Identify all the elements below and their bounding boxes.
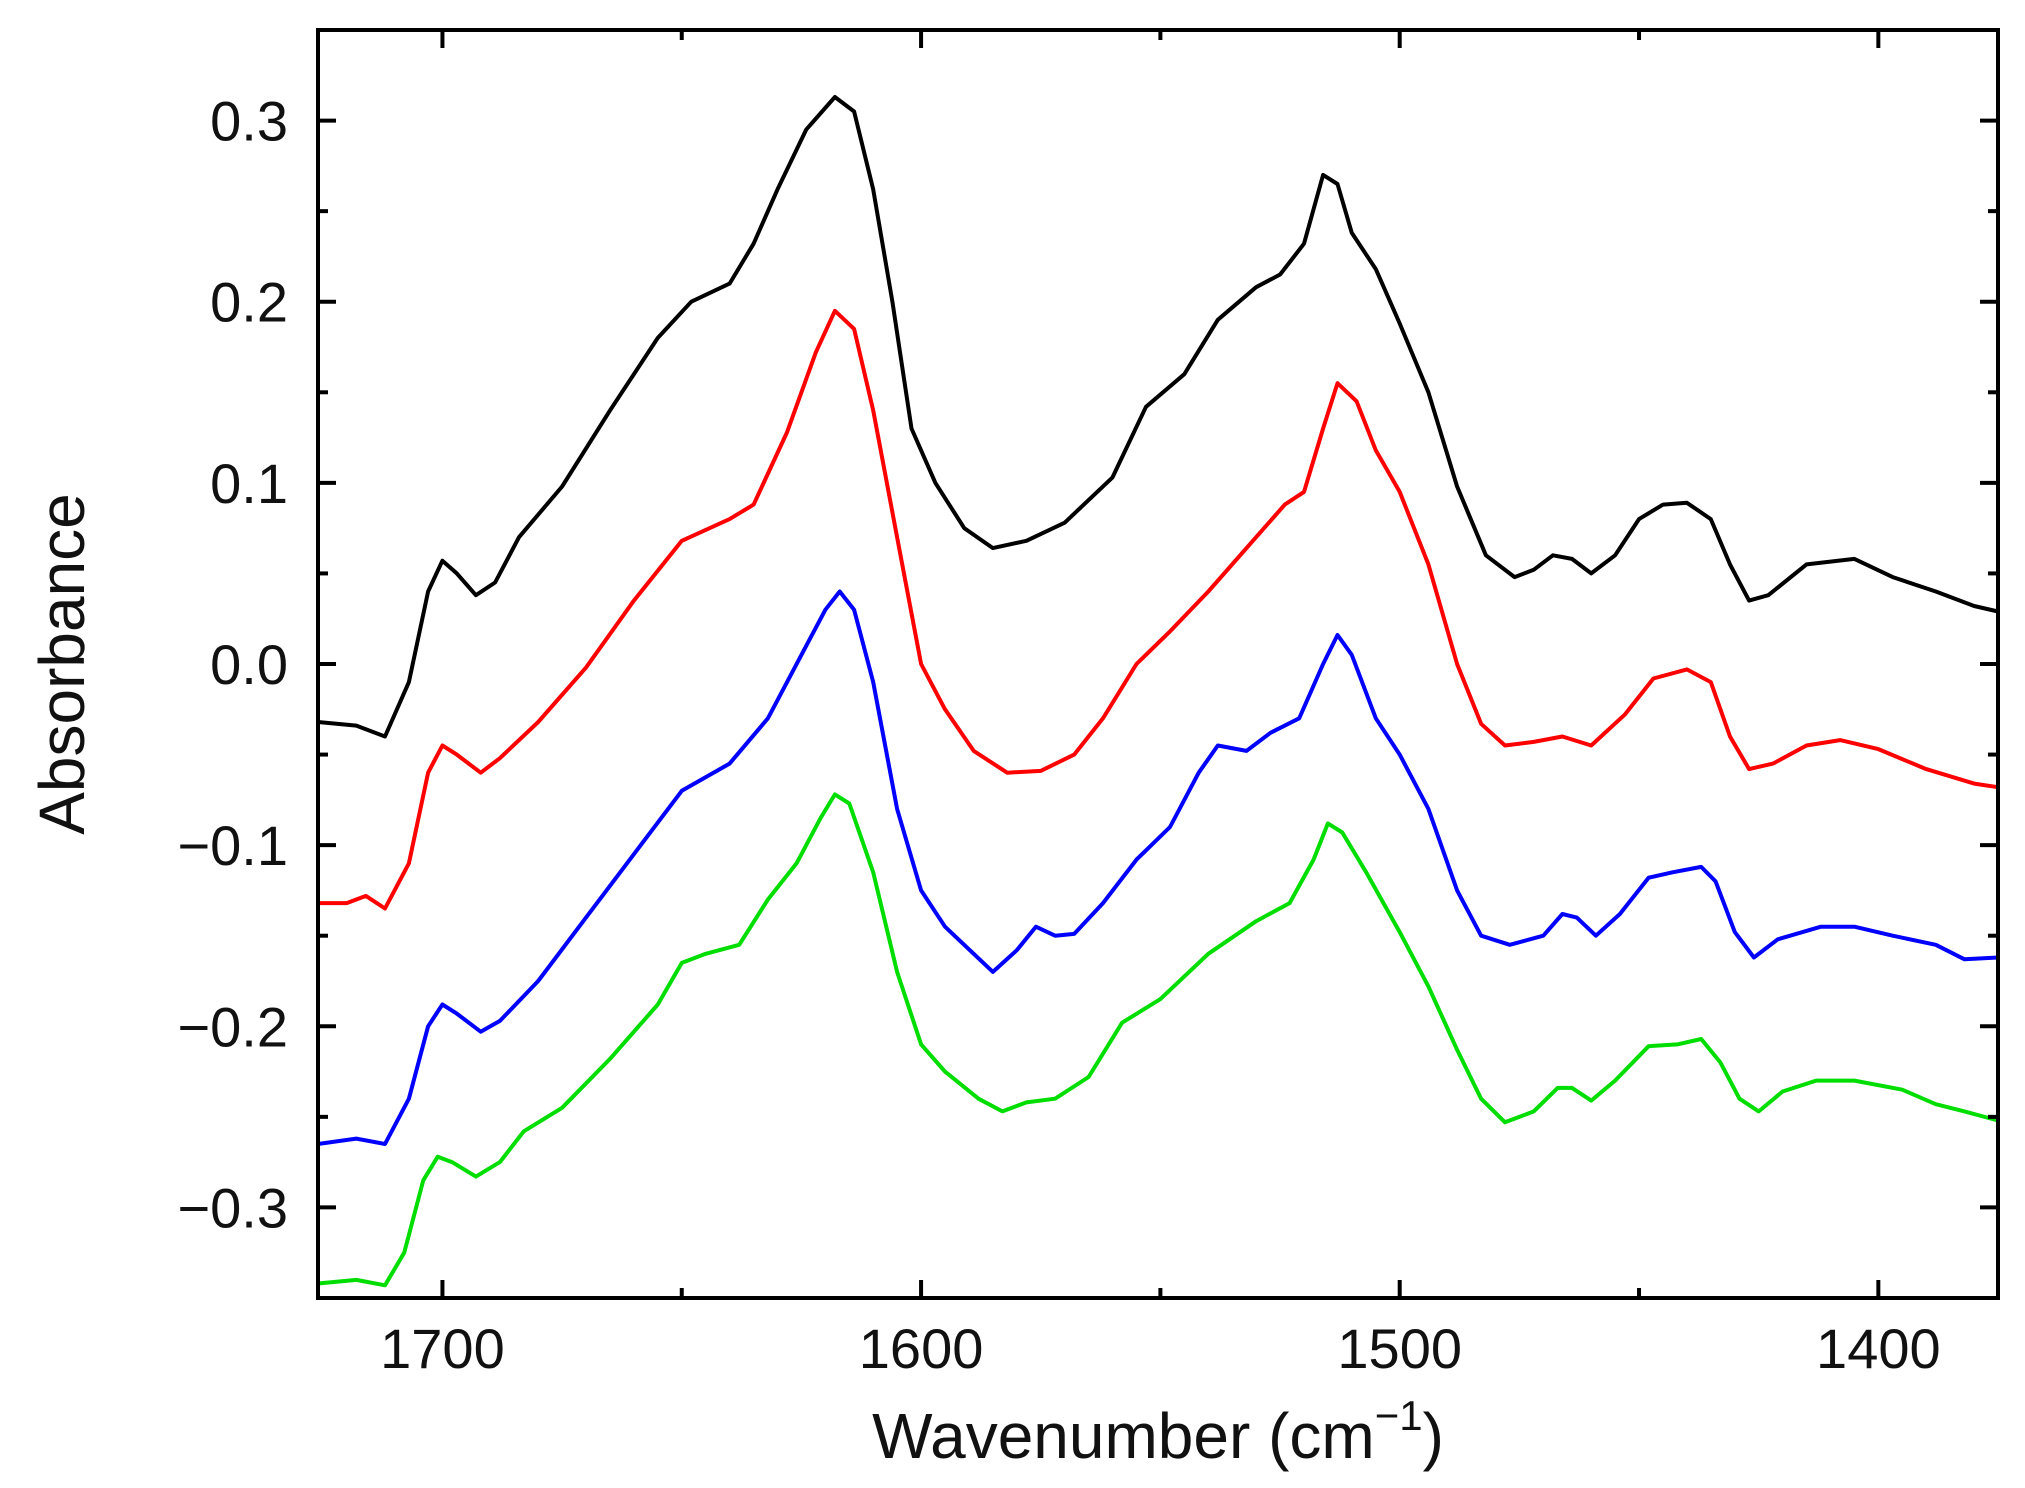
y-tick-label: −0.3 (177, 1176, 288, 1239)
x-axis-title-main: Wavenumber (cm (872, 1400, 1375, 1472)
tick-labels: 1700 1600 1500 1400 0.3 0.2 0.1 0.0 −0.1 −0.2 −0.3 (177, 90, 1940, 1380)
x-tick-label: 1600 (859, 1317, 984, 1380)
series-line-blue (316, 589, 2000, 1146)
x-axis-title-superscript: −1 (1375, 1392, 1423, 1439)
y-tick-label: −0.2 (177, 995, 288, 1058)
series-line-red (316, 308, 2000, 911)
y-tick-label: −0.1 (177, 814, 288, 877)
x-axis-title: Wavenumber (cm−1) (872, 1392, 1444, 1472)
y-tick-label: 0.0 (210, 633, 288, 696)
y-tick-label: 0.3 (210, 90, 288, 153)
plot-frame (316, 28, 2000, 1300)
x-tick-label: 1400 (1816, 1317, 1941, 1380)
x-axis-title-close: ) (1423, 1400, 1444, 1472)
y-axis-title: Absorbance (26, 493, 98, 835)
y-tick-label: 0.1 (210, 452, 288, 515)
y-tick-label: 0.2 (210, 271, 288, 334)
x-tick-label: 1700 (380, 1317, 505, 1380)
series-line-black (316, 95, 2000, 739)
series-layer (316, 95, 2000, 1288)
ticks-layer (318, 30, 1998, 1298)
x-tick-label: 1500 (1337, 1317, 1462, 1380)
series-line-green (316, 792, 2000, 1288)
